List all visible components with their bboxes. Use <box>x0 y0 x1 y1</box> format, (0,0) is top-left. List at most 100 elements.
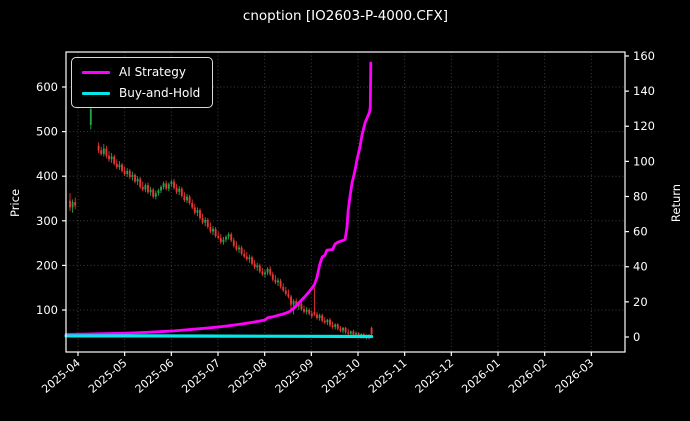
return-tick-label: 100 <box>633 154 655 168</box>
candle-body-down <box>323 320 326 323</box>
candle-body-up <box>110 156 113 160</box>
candle-body-down <box>243 253 246 257</box>
return-tick-label: 120 <box>633 119 655 133</box>
candle-body-down <box>329 319 331 326</box>
price-tick-label: 400 <box>36 169 58 183</box>
candle-body-down <box>279 280 282 287</box>
candle-body-up <box>225 236 227 240</box>
candle-body-down <box>191 202 194 208</box>
candle-body-down <box>370 327 373 335</box>
candle-body-down <box>105 148 108 156</box>
candle-body-up <box>167 184 170 189</box>
candle-body-down <box>199 210 201 219</box>
return-tick-label: 20 <box>633 295 648 309</box>
candle-body-down <box>175 187 178 192</box>
candle-body-up <box>144 185 147 190</box>
date-tick-label: 2025-10 <box>319 356 363 396</box>
candle-body-up <box>334 324 337 327</box>
candle-body-up <box>178 188 181 192</box>
candle-body-down <box>347 332 350 334</box>
candle-body-up <box>136 178 139 182</box>
candle-body-up <box>154 193 157 197</box>
candle-body-down <box>251 257 253 264</box>
candle-body-down <box>139 178 142 187</box>
candle-body-down <box>165 183 168 189</box>
candle-body-up <box>277 280 279 283</box>
candle-body-down <box>123 170 126 174</box>
candle-body-up <box>204 219 207 223</box>
candle-body-up <box>131 174 134 178</box>
candle-body-down <box>271 274 274 280</box>
candle-body-down <box>274 279 277 283</box>
candle-body-up <box>292 301 295 305</box>
date-tick-label: 2025-11 <box>366 356 410 396</box>
buy-and-hold-line-swatch <box>82 91 110 95</box>
candle-body-down <box>321 315 324 321</box>
candle-body-up <box>186 196 188 201</box>
candle-body-down <box>115 163 118 168</box>
candle-body-down <box>290 296 292 305</box>
candle-body-up <box>160 186 162 191</box>
candle-body-up <box>248 257 251 260</box>
candle-body-down <box>100 150 103 154</box>
candle-body-down <box>214 228 217 236</box>
candle-body-down <box>108 155 110 160</box>
candle-body-down <box>69 200 71 208</box>
candle-body-down <box>217 235 220 238</box>
date-tick-label: 2026-03 <box>553 356 597 396</box>
candle-body-down <box>258 265 261 272</box>
candle-body-down <box>336 324 339 329</box>
candle-body-up <box>102 148 105 154</box>
legend-item-ai-strategy: AI Strategy <box>82 65 200 79</box>
candle-body-down <box>193 207 196 213</box>
legend-label: AI Strategy <box>119 65 186 79</box>
candle-body-down <box>121 164 123 171</box>
candle-body-down <box>235 245 238 250</box>
candle-body-down <box>287 293 290 297</box>
candle-body-down <box>282 286 285 291</box>
candle-body-up <box>157 190 160 194</box>
candle-body-down <box>300 303 303 310</box>
candle-body-down <box>261 271 264 275</box>
legend-item-buy-and-hold: Buy-and-Hold <box>82 86 200 100</box>
candle-body-up <box>266 268 269 273</box>
date-tick-label: 2025-06 <box>133 356 177 396</box>
candle-body-down <box>308 310 311 314</box>
candle-body-up <box>222 239 225 243</box>
buy-and-hold-line <box>64 334 374 339</box>
candle-body-up <box>238 247 240 250</box>
candle-body-down <box>134 174 136 182</box>
return-tick-label: 140 <box>633 84 655 98</box>
candle-body-down <box>240 247 243 254</box>
return-tick-label: 40 <box>633 260 648 274</box>
candle-body-up <box>355 333 357 335</box>
candle-body-down <box>344 327 347 333</box>
candle-body-down <box>331 325 334 327</box>
ai-strategy-line <box>64 61 373 336</box>
price-tick-label: 500 <box>36 125 58 139</box>
candle-body-up <box>126 170 129 174</box>
candle-body-down <box>219 237 222 243</box>
candle-body-down <box>74 202 77 206</box>
date-tick-label: 2025-07 <box>179 356 223 396</box>
legend-label: Buy-and-Hold <box>119 86 201 100</box>
candle-body-up <box>349 331 352 334</box>
candle-body-up <box>118 164 121 168</box>
date-tick-label: 2025-09 <box>273 356 317 396</box>
candle-body-up <box>326 319 329 323</box>
candle-body-down <box>245 256 248 260</box>
candle-body-down <box>310 313 313 317</box>
candle-body-up <box>196 210 199 213</box>
date-tick-label: 2025-05 <box>86 356 130 396</box>
candle-body-up <box>318 315 321 319</box>
candle-body-up <box>342 327 344 331</box>
candle-body-down <box>113 156 116 164</box>
candle-body-down <box>201 218 204 223</box>
plot-border <box>65 51 626 353</box>
candle-body-down <box>141 186 144 190</box>
candle-body-down <box>352 331 355 335</box>
candle-body-down <box>183 195 186 201</box>
price-tick-label: 300 <box>36 214 58 228</box>
